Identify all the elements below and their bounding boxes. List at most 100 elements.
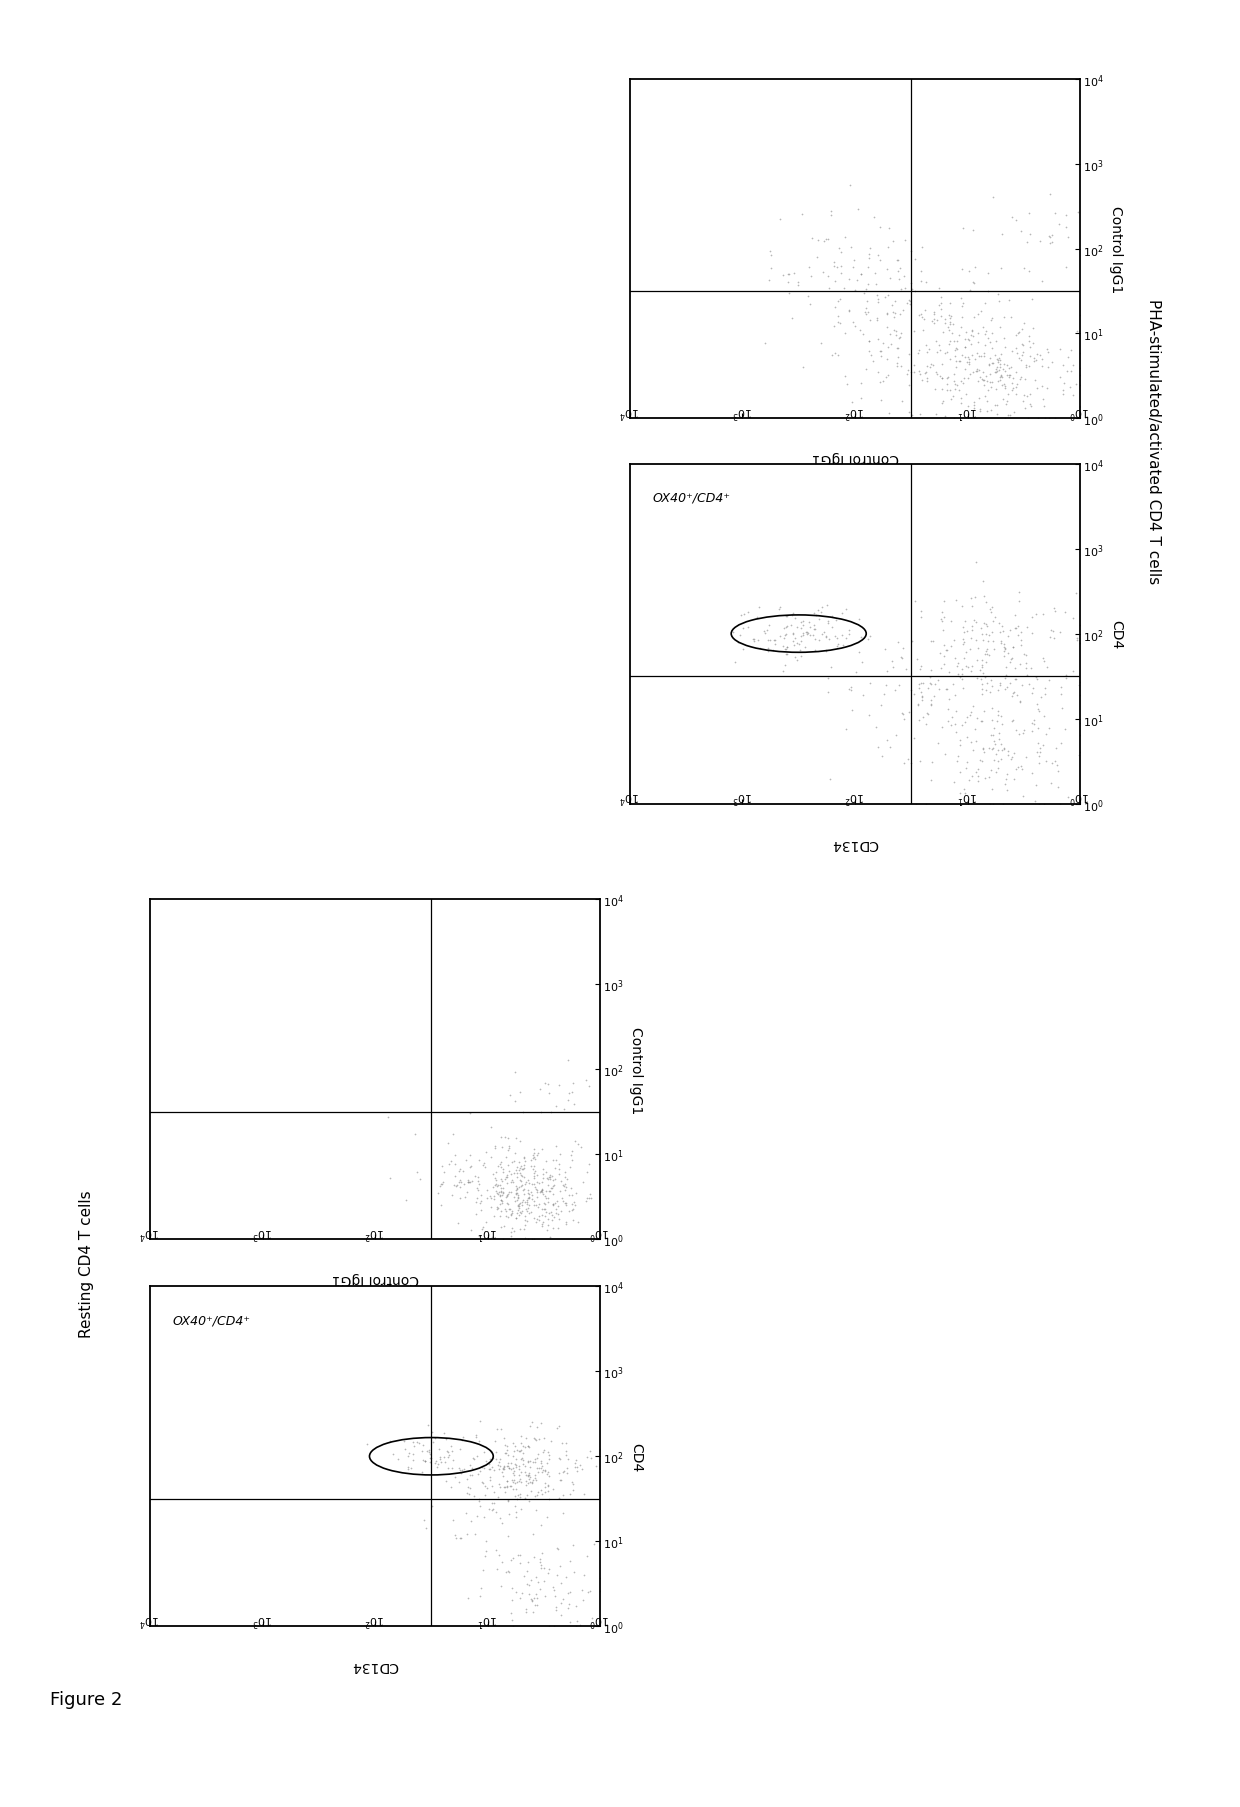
Point bbox=[525, 1464, 544, 1493]
Point bbox=[779, 269, 799, 298]
Point bbox=[894, 262, 914, 291]
Point bbox=[967, 647, 987, 676]
Point bbox=[494, 1212, 513, 1241]
Point bbox=[480, 1464, 500, 1493]
Point bbox=[498, 1191, 518, 1220]
Point bbox=[1021, 654, 1040, 683]
Point bbox=[529, 1202, 549, 1231]
Point bbox=[532, 1175, 552, 1203]
Point bbox=[527, 1444, 547, 1473]
Point bbox=[526, 1191, 546, 1220]
Point bbox=[728, 627, 748, 656]
Point bbox=[1070, 721, 1090, 750]
Point bbox=[479, 1455, 498, 1484]
Point bbox=[991, 361, 1011, 390]
Point bbox=[882, 647, 901, 676]
Point bbox=[558, 1086, 578, 1115]
Point bbox=[868, 286, 888, 314]
Point bbox=[470, 1189, 490, 1218]
Point bbox=[487, 1171, 507, 1200]
Point bbox=[505, 1187, 525, 1216]
Point bbox=[520, 1411, 539, 1440]
Point bbox=[924, 681, 944, 710]
Point bbox=[486, 1169, 506, 1198]
Point bbox=[511, 1444, 531, 1473]
Point bbox=[910, 656, 930, 685]
Point bbox=[558, 1458, 578, 1487]
Point bbox=[508, 1193, 528, 1222]
Point bbox=[993, 618, 1013, 647]
Point bbox=[957, 723, 977, 752]
Point bbox=[1017, 228, 1037, 257]
Point bbox=[913, 669, 932, 698]
Point bbox=[971, 665, 991, 694]
Point bbox=[916, 710, 936, 739]
Point bbox=[808, 226, 828, 255]
Point bbox=[843, 253, 863, 282]
Point bbox=[981, 305, 1001, 334]
Point bbox=[828, 309, 848, 338]
Point bbox=[529, 1549, 549, 1578]
Point bbox=[527, 1205, 547, 1234]
Point bbox=[560, 1608, 580, 1637]
Point bbox=[759, 611, 779, 640]
Point bbox=[988, 701, 1008, 730]
Point bbox=[436, 1467, 456, 1496]
Point bbox=[542, 1173, 562, 1202]
Point bbox=[497, 1182, 517, 1211]
Point bbox=[990, 669, 1009, 698]
Point bbox=[755, 331, 775, 360]
Point bbox=[945, 405, 965, 434]
Point bbox=[887, 316, 906, 345]
Point bbox=[511, 1467, 531, 1496]
Point bbox=[916, 360, 936, 389]
Point bbox=[485, 1428, 505, 1456]
Point bbox=[432, 1191, 451, 1220]
Point bbox=[954, 631, 973, 660]
Point bbox=[818, 226, 838, 255]
Point bbox=[859, 338, 879, 367]
Point bbox=[484, 1185, 503, 1214]
Point bbox=[485, 1202, 505, 1231]
Point bbox=[543, 1180, 563, 1209]
Point bbox=[532, 1167, 552, 1196]
Point bbox=[963, 358, 983, 387]
Point bbox=[590, 1146, 610, 1175]
Point bbox=[551, 1465, 570, 1494]
Point bbox=[1029, 790, 1049, 819]
Point bbox=[463, 1167, 482, 1196]
Point bbox=[560, 1578, 580, 1606]
Point bbox=[900, 676, 920, 705]
Point bbox=[573, 1167, 593, 1196]
Point bbox=[517, 1185, 537, 1214]
Point bbox=[981, 790, 1001, 819]
Point bbox=[908, 340, 928, 369]
Point bbox=[1048, 773, 1068, 802]
Point bbox=[494, 1455, 513, 1484]
Point bbox=[940, 658, 960, 687]
Point bbox=[816, 226, 836, 255]
Point bbox=[794, 620, 813, 649]
Point bbox=[986, 356, 1006, 385]
Point bbox=[951, 389, 971, 417]
Point bbox=[557, 1173, 577, 1202]
Point bbox=[832, 600, 852, 629]
Point bbox=[449, 1467, 469, 1496]
Point bbox=[565, 1126, 585, 1155]
Point bbox=[962, 593, 982, 622]
Point bbox=[1002, 645, 1022, 674]
Point bbox=[510, 1437, 529, 1465]
Point bbox=[433, 1167, 453, 1196]
Point bbox=[487, 1178, 507, 1207]
Point bbox=[755, 620, 775, 649]
Point bbox=[489, 1178, 508, 1207]
Point bbox=[528, 1478, 548, 1507]
Point bbox=[501, 1599, 521, 1628]
Point bbox=[908, 690, 928, 719]
Point bbox=[565, 1612, 585, 1641]
Point bbox=[1040, 623, 1060, 652]
Point bbox=[401, 1455, 420, 1484]
Point bbox=[453, 1156, 472, 1185]
Point bbox=[495, 1473, 515, 1502]
X-axis label: CD134: CD134 bbox=[352, 1659, 398, 1671]
